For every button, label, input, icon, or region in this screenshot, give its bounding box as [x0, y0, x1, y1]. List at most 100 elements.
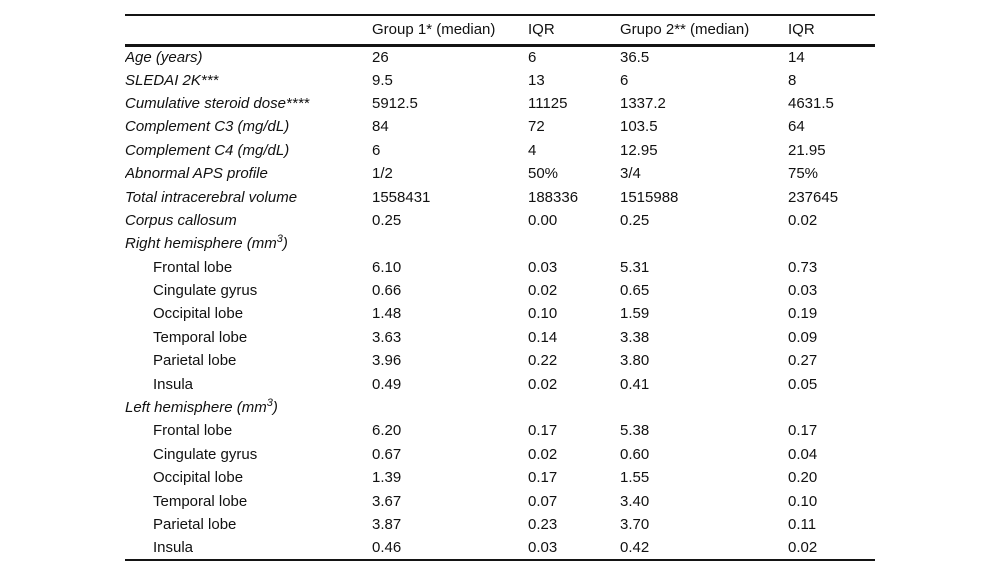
table-row: Occipital lobe 1.48 0.10 1.59 0.19: [125, 302, 875, 325]
cell-value: 1558431: [372, 188, 431, 206]
cell-value: 1515988: [620, 188, 679, 206]
table-row: Occipital lobe 1.39 0.17 1.55 0.20: [125, 466, 875, 489]
row-label: Parietal lobe: [153, 516, 237, 533]
row-label: Insula: [153, 538, 194, 556]
summary-table: Group 1* (median) IQR Grupo 2** (median)…: [125, 14, 875, 561]
cell-value: 0.02: [788, 211, 818, 229]
cell-value: 0.17: [528, 422, 558, 440]
table-row: Total intracerebral volume 1558431 188336 1…: [125, 185, 875, 208]
section-row: Right hemisphere (mm3): [125, 232, 875, 255]
cell-value: 0.27: [788, 352, 818, 370]
cell-value: 13: [528, 71, 545, 89]
cell-value: 0.02: [528, 375, 558, 393]
cell-value: 0.03: [788, 282, 818, 300]
column-header-group2-median: Grupo 2** (median): [620, 21, 750, 39]
cell-value: 1.39: [372, 469, 402, 487]
cell-value: 0.66: [372, 282, 402, 300]
row-label: Cumulative steroid dose****: [125, 94, 310, 112]
cell-value: 188336: [528, 188, 579, 206]
cell-value: 0.41: [620, 375, 650, 393]
cell-value: 3.70: [620, 516, 650, 533]
cell-value: 0.03: [528, 538, 558, 556]
row-label: Complement C4 (mg/dL): [125, 141, 290, 159]
cell-value: 8: [788, 71, 797, 89]
cell-value: 0.22: [528, 352, 558, 370]
cell-value: 0.49: [372, 375, 402, 393]
row-label: Frontal lobe: [153, 258, 233, 276]
cell-value: 5912.5: [372, 94, 418, 112]
row-label: Temporal lobe: [153, 492, 248, 510]
table-header: Group 1* (median) IQR Grupo 2** (median)…: [125, 15, 875, 45]
cell-value: 75%: [788, 165, 819, 183]
results-table-container: Group 1* (median) IQR Grupo 2** (median)…: [125, 14, 875, 561]
cell-value: 0.02: [528, 445, 558, 463]
table-row: Frontal lobe 6.10 0.03 5.31 0.73: [125, 256, 875, 279]
cell-value: 6.10: [372, 258, 402, 276]
cell-value: [372, 232, 528, 255]
cell-value: 21.95: [788, 141, 826, 159]
cell-value: 3.38: [620, 328, 650, 346]
cell-value: 1.59: [620, 305, 650, 323]
cell-value: 72: [528, 118, 545, 136]
cell-value: 0.42: [620, 538, 650, 556]
cell-value: 0.23: [528, 516, 558, 533]
table-row: Frontal lobe 6.20 0.17 5.38 0.17: [125, 419, 875, 442]
cell-value: 6: [620, 71, 629, 89]
row-label: Parietal lobe: [153, 352, 237, 370]
table-row: Cingulate gyrus 0.67 0.02 0.60 0.04: [125, 443, 875, 466]
cell-value: 26: [372, 48, 389, 66]
table-row: Parietal lobe 3.87 0.23 3.70 0.11: [125, 513, 875, 536]
table-row: Temporal lobe 3.67 0.07 3.40 0.10: [125, 489, 875, 512]
table-row: Complement C3 (mg/dL) 84 72 103.5 64: [125, 115, 875, 138]
cell-value: 1337.2: [620, 94, 666, 112]
cell-value: 0.25: [372, 211, 402, 229]
cell-value: 12.95: [620, 141, 658, 159]
cell-value: 64: [788, 118, 805, 136]
table-row: Parietal lobe 3.96 0.22 3.80 0.27: [125, 349, 875, 372]
column-header-empty: [125, 15, 372, 45]
row-label: Corpus callosum: [125, 211, 237, 229]
cell-value: 14: [788, 48, 805, 66]
column-header-iqr-2: IQR: [788, 21, 815, 39]
cell-value: 1.55: [620, 469, 650, 487]
cell-value: 5.38: [620, 422, 650, 440]
row-label: Insula: [153, 375, 194, 393]
row-label: Cingulate gyrus: [153, 282, 258, 300]
cell-value: 3.80: [620, 352, 650, 370]
cell-value: 6.20: [372, 422, 402, 440]
row-label: Temporal lobe: [153, 328, 248, 346]
cell-value: 0.25: [620, 211, 650, 229]
cell-value: 0.11: [788, 516, 817, 533]
cell-value: 0.17: [528, 469, 558, 487]
cell-value: 9.5: [372, 71, 393, 89]
table-row: Cingulate gyrus 0.66 0.02 0.65 0.03: [125, 279, 875, 302]
cell-value: 237645: [788, 188, 839, 206]
cell-value: 3.40: [620, 492, 650, 510]
cell-value: 84: [372, 118, 389, 136]
cell-value: 6: [372, 141, 381, 159]
table-row: Insula 0.46 0.03 0.42 0.02: [125, 536, 875, 559]
table-row: Cumulative steroid dose**** 5912.5 11125 13…: [125, 92, 875, 115]
section-row: Left hemisphere (mm3): [125, 396, 875, 419]
cell-value: 0.14: [528, 328, 558, 346]
cell-value: 1.48: [372, 305, 402, 323]
cell-value: 0.02: [528, 282, 558, 300]
cell-value: 0.02: [788, 538, 818, 556]
table-row: Abnormal APS profile 1/2 50% 3/4 75%: [125, 162, 875, 185]
row-label: Left hemisphere (mm3): [125, 397, 278, 417]
row-label: Abnormal APS profile: [125, 165, 268, 183]
cell-value: 0.67: [372, 445, 402, 463]
cell-value: [528, 232, 620, 255]
header-row: Group 1* (median) IQR Grupo 2** (median)…: [125, 15, 875, 45]
cell-value: 4: [528, 141, 537, 159]
cell-value: 0.03: [528, 258, 558, 276]
column-header-group1-median: Group 1* (median): [372, 21, 496, 39]
row-label: Age (years): [125, 48, 203, 66]
cell-value: 4631.5: [788, 94, 834, 112]
cell-value: 0.73: [788, 258, 818, 276]
table-row: Temporal lobe 3.63 0.14 3.38 0.09: [125, 326, 875, 349]
cell-value: 0.19: [788, 305, 818, 323]
cell-value: 0.05: [788, 375, 818, 393]
cell-value: [788, 396, 875, 419]
